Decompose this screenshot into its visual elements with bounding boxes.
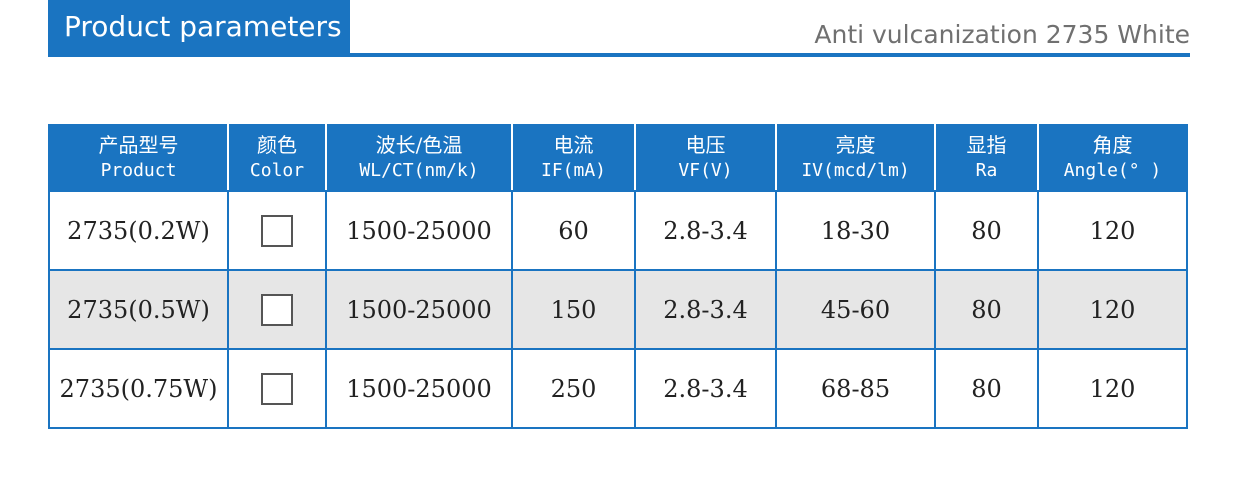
cell-angle: 120: [1037, 190, 1188, 271]
cell-product: 2735(0.2W): [48, 190, 229, 271]
cell-color: [227, 190, 327, 271]
cell-brightness: 18-30: [775, 190, 936, 271]
white-color-swatch: [261, 214, 293, 247]
cell-ra: 80: [934, 269, 1039, 350]
table-header-row: 产品型号 Product 颜色 Color 波长/色温 WL/CT(nm/k) 电流 I…: [48, 124, 1188, 192]
cell-color: [227, 269, 327, 350]
parameters-table: 产品型号 Product 颜色 Color 波长/色温 WL/CT(nm/k) 电流 I…: [48, 124, 1188, 429]
cell-brightness: 45-60: [775, 269, 936, 350]
cell-current: 250: [511, 348, 636, 429]
cell-voltage: 2.8-3.4: [634, 348, 777, 429]
white-color-swatch: [261, 293, 293, 326]
column-header-current: 电流 IF(mA): [511, 124, 636, 192]
header-divider: [48, 53, 1190, 57]
column-header-angle: 角度 Angle(° ): [1037, 124, 1188, 192]
column-header-wavelength: 波长/色温 WL/CT(nm/k): [325, 124, 513, 192]
column-header-product: 产品型号 Product: [48, 124, 229, 192]
cell-brightness: 68-85: [775, 348, 936, 429]
table-row: 2735(0.2W) 1500-25000 60 2.8-3.4 18-30 8…: [48, 190, 1188, 271]
cell-wavelength: 1500-25000: [325, 348, 513, 429]
cell-color: [227, 348, 327, 429]
table-row: 2735(0.75W) 1500-25000 250 2.8-3.4 68-85…: [48, 348, 1188, 429]
column-header-voltage: 电压 VF(V): [634, 124, 777, 192]
table-row: 2735(0.5W) 1500-25000 150 2.8-3.4 45-60 …: [48, 269, 1188, 350]
cell-ra: 80: [934, 348, 1039, 429]
cell-wavelength: 1500-25000: [325, 190, 513, 271]
cell-angle: 120: [1037, 348, 1188, 429]
cell-wavelength: 1500-25000: [325, 269, 513, 350]
cell-current: 60: [511, 190, 636, 271]
cell-product: 2735(0.75W): [48, 348, 229, 429]
product-subtitle: Anti vulcanization 2735 White: [814, 20, 1190, 49]
cell-voltage: 2.8-3.4: [634, 190, 777, 271]
cell-current: 150: [511, 269, 636, 350]
cell-angle: 120: [1037, 269, 1188, 350]
section-title: Product parameters: [48, 0, 350, 53]
cell-ra: 80: [934, 190, 1039, 271]
cell-voltage: 2.8-3.4: [634, 269, 777, 350]
cell-product: 2735(0.5W): [48, 269, 229, 350]
column-header-brightness: 亮度 IV(mcd/lm): [775, 124, 936, 192]
column-header-ra: 显指 Ra: [934, 124, 1039, 192]
white-color-swatch: [261, 372, 293, 405]
column-header-color: 颜色 Color: [227, 124, 327, 192]
